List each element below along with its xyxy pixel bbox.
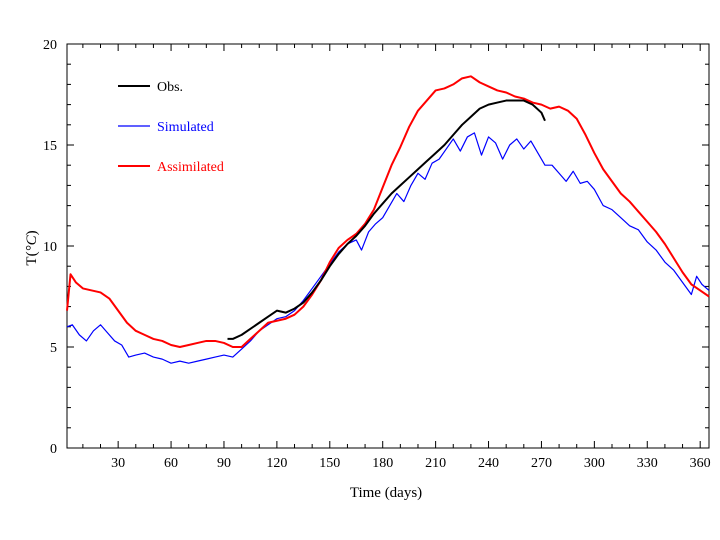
y-axis-label-suffix: ) (24, 230, 40, 235)
y-axis-label-prefix: T( (24, 251, 40, 265)
x-tick-label: 210 (425, 456, 446, 471)
y-tick-label: 0 (50, 442, 57, 457)
x-tick-label: 330 (637, 456, 658, 471)
x-tick-label: 300 (584, 456, 605, 471)
plot-border (66, 43, 710, 449)
x-tick-label: 90 (217, 456, 231, 471)
x-tick-label: 30 (111, 456, 125, 471)
y-tick-label: 20 (43, 38, 57, 53)
tick-labels: 30 60 90 120 150 180 210 240 270 300 330 360 0 5 10 15 2… (43, 38, 711, 471)
legend: Obs. Simulated Assimilated (118, 80, 224, 175)
x-tick-label: 270 (531, 456, 552, 471)
y-axis-label-unit: °C (24, 234, 40, 251)
y-tick-label: 15 (43, 139, 57, 154)
legend-label-assimilated: Assimilated (157, 160, 224, 175)
series-lines (66, 75, 710, 364)
legend-label-simulated: Simulated (157, 120, 214, 135)
series-line-obs (227, 99, 546, 340)
y-axis-label: T(°C) (24, 230, 40, 265)
x-tick-label: 240 (478, 456, 499, 471)
y-tick-label: 5 (50, 341, 57, 356)
legend-label-obs: Obs. (157, 80, 183, 95)
axis-ticks (67, 43, 709, 449)
x-tick-label: 180 (372, 456, 393, 471)
x-tick-label: 150 (319, 456, 340, 471)
x-tick-label: 60 (164, 456, 178, 471)
x-tick-label: 120 (266, 456, 287, 471)
y-tick-label: 10 (43, 240, 57, 255)
x-tick-label: 360 (690, 456, 711, 471)
plot-frame (66, 43, 710, 449)
x-axis-label: Time (days) (350, 485, 422, 501)
series-line-assimilated (66, 75, 710, 348)
series-line-simulated (66, 132, 710, 364)
